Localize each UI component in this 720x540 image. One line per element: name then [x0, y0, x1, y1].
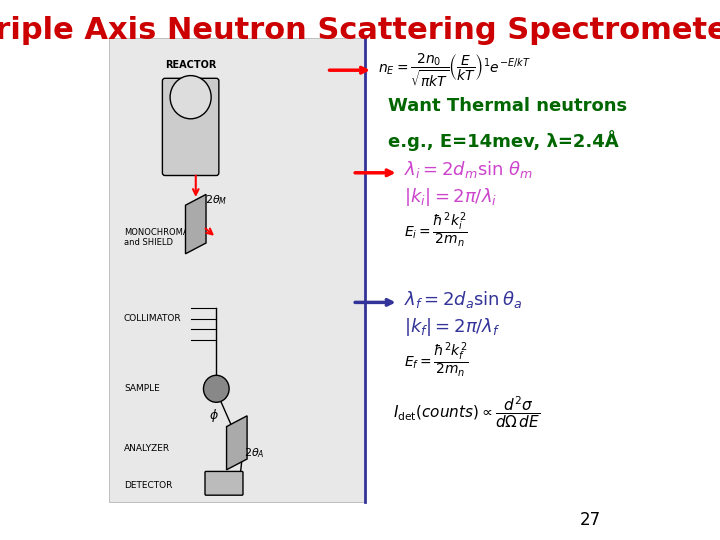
Text: SAMPLE: SAMPLE [124, 384, 160, 393]
Text: Want Thermal neutrons: Want Thermal neutrons [388, 97, 627, 115]
Text: $I_{\mathrm{det}}(counts) \propto \dfrac{d^2\sigma}{d\Omega\, dE}$: $I_{\mathrm{det}}(counts) \propto \dfrac… [393, 394, 541, 430]
Text: $\phi$: $\phi$ [209, 407, 219, 424]
Text: $|k_f| = 2\pi/\lambda_f$: $|k_f| = 2\pi/\lambda_f$ [404, 316, 500, 338]
Text: $2\theta_M$: $2\theta_M$ [205, 193, 228, 207]
Text: $2\theta_A$: $2\theta_A$ [245, 447, 265, 461]
Text: $E_i = \dfrac{\hbar^2 k_i^2}{2m_n}$: $E_i = \dfrac{\hbar^2 k_i^2}{2m_n}$ [404, 211, 467, 250]
Text: $\lambda_i = 2d_m\sin\,\theta_m$: $\lambda_i = 2d_m\sin\,\theta_m$ [404, 159, 533, 180]
FancyBboxPatch shape [205, 471, 243, 495]
Text: 27: 27 [580, 511, 601, 529]
Polygon shape [227, 416, 247, 470]
Bar [109, 38, 365, 502]
Text: $|k_i| = 2\pi/\lambda_i$: $|k_i| = 2\pi/\lambda_i$ [404, 186, 497, 208]
Text: $\lambda_f = 2d_a\sin\theta_a$: $\lambda_f = 2d_a\sin\theta_a$ [404, 289, 522, 310]
Text: $E_f = \dfrac{\hbar^2 k_f^2}{2m_n}$: $E_f = \dfrac{\hbar^2 k_f^2}{2m_n}$ [404, 340, 468, 380]
Text: e.g., E=14mev, λ=2.4Å: e.g., E=14mev, λ=2.4Å [388, 130, 619, 151]
Text: ANALYZER: ANALYZER [124, 444, 170, 453]
Text: COLLIMATOR: COLLIMATOR [124, 314, 181, 323]
Circle shape [204, 375, 229, 402]
Polygon shape [186, 194, 206, 254]
Text: DETECTOR: DETECTOR [124, 482, 172, 490]
Text: Triple Axis Neutron Scattering Spectrometer: Triple Axis Neutron Scattering Spectrome… [0, 16, 720, 45]
Text: REACTOR: REACTOR [165, 60, 216, 70]
FancyBboxPatch shape [163, 78, 219, 176]
Text: $n_E = \dfrac{2n_0}{\sqrt{\pi k T}}\left(\dfrac{E}{kT}\right)^1 e^{-E/kT}$: $n_E = \dfrac{2n_0}{\sqrt{\pi k T}}\left… [378, 51, 531, 89]
Circle shape [170, 76, 211, 119]
Text: MONOCHROMATOR
and SHIELD: MONOCHROMATOR and SHIELD [124, 228, 205, 247]
